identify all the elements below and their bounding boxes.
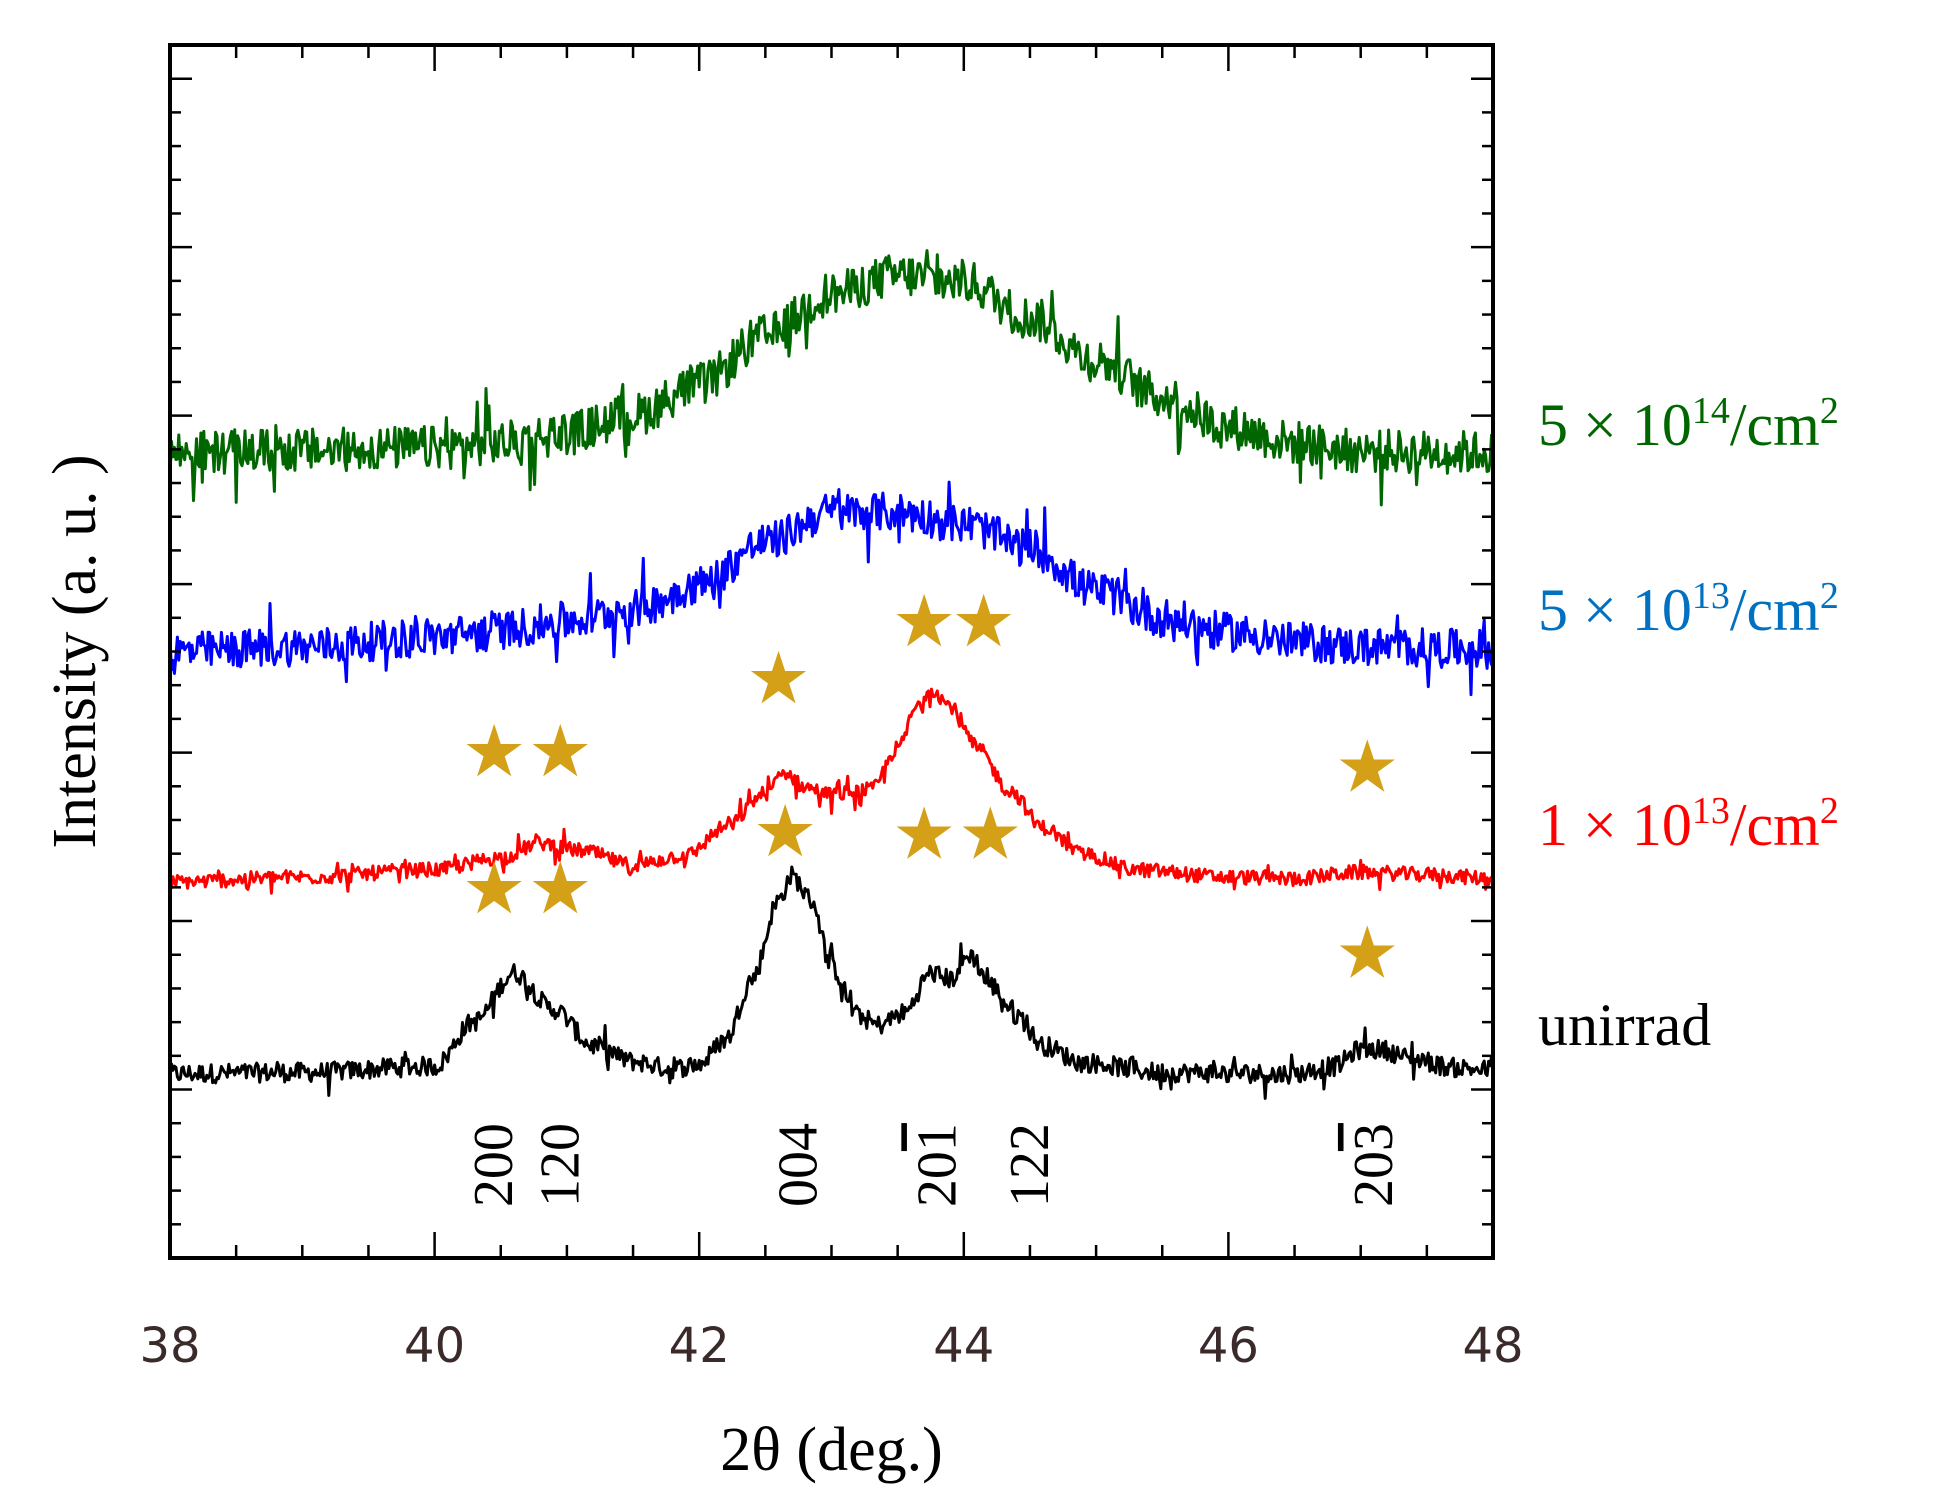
star-marker: ★	[746, 636, 811, 720]
star-marker: ★	[753, 789, 818, 873]
x-tick-label: 46	[1198, 1318, 1259, 1374]
series-line-d5e14	[168, 249, 1495, 507]
series-line-unirrad	[168, 865, 1495, 1100]
peak-label-203: 203	[1343, 1123, 1405, 1207]
star-marker: ★	[528, 846, 593, 930]
axis-ticks	[168, 43, 1495, 1260]
star-marker: ★	[528, 709, 593, 793]
x-tick-label: 40	[404, 1318, 465, 1374]
star-marker: ★	[462, 709, 527, 793]
series-labels: unirrad 1 × 1013/cm2 5 × 1013/cm2 5 × 1014/…	[1538, 390, 1839, 1058]
star-marker: ★	[892, 791, 957, 875]
x-tick-labels: 38 40 42 44 46 48	[139, 1318, 1523, 1374]
series-label-d1e13: 1 × 1013/cm2	[1538, 790, 1839, 858]
series-label-d5e14: 5 × 1014/cm2	[1538, 390, 1839, 458]
peak-label-120: 120	[529, 1123, 591, 1207]
x-tick-label: 42	[669, 1318, 730, 1374]
series-traces	[168, 249, 1495, 1100]
peak-label-200: 200	[463, 1123, 525, 1207]
peak-labels: 200 120 004 201 122 203	[463, 1123, 1405, 1207]
star-marker: ★	[462, 846, 527, 930]
peak-label-201: 201	[906, 1123, 968, 1207]
star-marker: ★	[1335, 910, 1400, 994]
peak-markers: ★ ★★ ★ ★★★ ★★★★★	[462, 579, 1400, 994]
x-tick-label: 48	[1462, 1318, 1523, 1374]
peak-label-122: 122	[999, 1123, 1061, 1207]
star-marker: ★	[892, 579, 957, 663]
peak-label-004: 004	[767, 1123, 829, 1207]
series-line-d5e13	[168, 480, 1495, 697]
series-line-d1e13	[168, 687, 1495, 895]
star-marker: ★	[958, 791, 1023, 875]
x-tick-label: 38	[139, 1318, 200, 1374]
y-axis-label: Intensity (a. u. )	[41, 454, 109, 848]
star-marker: ★	[1335, 725, 1400, 809]
series-label-d5e13: 5 × 1013/cm2	[1538, 575, 1839, 643]
x-tick-label: 44	[933, 1318, 994, 1374]
star-marker: ★	[951, 579, 1016, 663]
series-label-unirrad: unirrad	[1538, 992, 1711, 1058]
x-axis-label: 2θ (deg.)	[720, 1416, 943, 1484]
